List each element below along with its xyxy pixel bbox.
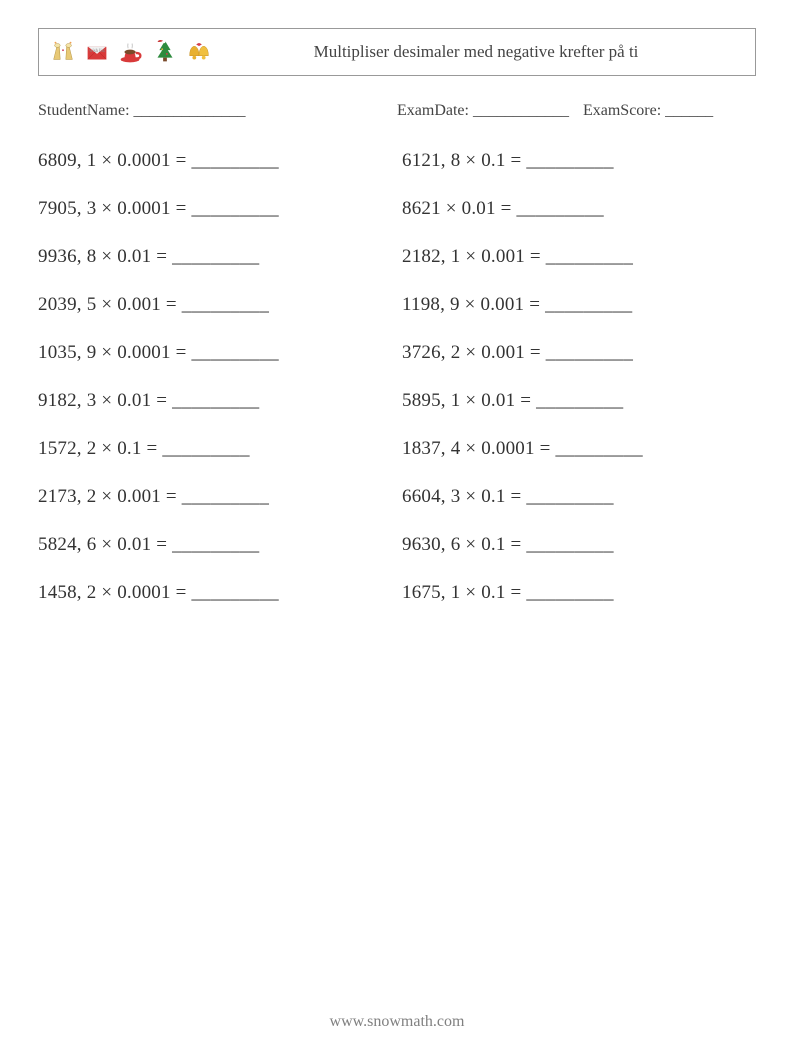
cup-icon xyxy=(115,36,147,68)
problem-item: 9182, 3 × 0.01 = _________ xyxy=(38,390,392,412)
bells-icon xyxy=(183,36,215,68)
tree-icon xyxy=(149,36,181,68)
problem-item: 6121, 8 × 0.1 = _________ xyxy=(402,150,756,172)
problem-item: 1035, 9 × 0.0001 = _________ xyxy=(38,342,392,364)
problem-item: 3726, 2 × 0.001 = _________ xyxy=(402,342,756,364)
problem-item: 6809, 1 × 0.0001 = _________ xyxy=(38,150,392,172)
problems-grid: 6809, 1 × 0.0001 = _________ 6121, 8 × 0.… xyxy=(38,150,756,604)
problem-item: 5824, 6 × 0.01 = _________ xyxy=(38,534,392,556)
problem-item: 9630, 6 × 0.1 = _________ xyxy=(402,534,756,556)
svg-text:wish list: wish list xyxy=(89,49,105,54)
problem-item: 6604, 3 × 0.1 = _________ xyxy=(402,486,756,508)
envelope-icon: wish list xyxy=(81,36,113,68)
footer-link: www.snowmath.com xyxy=(0,1013,794,1031)
problem-item: 5895, 1 × 0.01 = _________ xyxy=(402,390,756,412)
exam-date-field: ExamDate: ____________ xyxy=(397,102,569,120)
problem-item: 2182, 1 × 0.001 = _________ xyxy=(402,246,756,268)
glasses-icon xyxy=(47,36,79,68)
problem-item: 2039, 5 × 0.001 = _________ xyxy=(38,294,392,316)
worksheet-title: Multipliser desimaler med negative kreft… xyxy=(215,42,747,62)
problem-item: 1837, 4 × 0.0001 = _________ xyxy=(402,438,756,460)
problem-item: 2173, 2 × 0.001 = _________ xyxy=(38,486,392,508)
student-name-field: StudentName: ______________ xyxy=(38,102,397,120)
problem-item: 7905, 3 × 0.0001 = _________ xyxy=(38,198,392,220)
problem-item: 1198, 9 × 0.001 = _________ xyxy=(402,294,756,316)
problem-item: 8621 × 0.01 = _________ xyxy=(402,198,756,220)
exam-score-field: ExamScore: ______ xyxy=(583,102,713,120)
info-row: StudentName: ______________ ExamDate: __… xyxy=(38,102,756,120)
problem-item: 1572, 2 × 0.1 = _________ xyxy=(38,438,392,460)
problem-item: 1458, 2 × 0.0001 = _________ xyxy=(38,582,392,604)
header-icons: wish list xyxy=(47,36,215,68)
problem-item: 9936, 8 × 0.01 = _________ xyxy=(38,246,392,268)
header-box: wish list xyxy=(38,28,756,76)
problem-item: 1675, 1 × 0.1 = _________ xyxy=(402,582,756,604)
